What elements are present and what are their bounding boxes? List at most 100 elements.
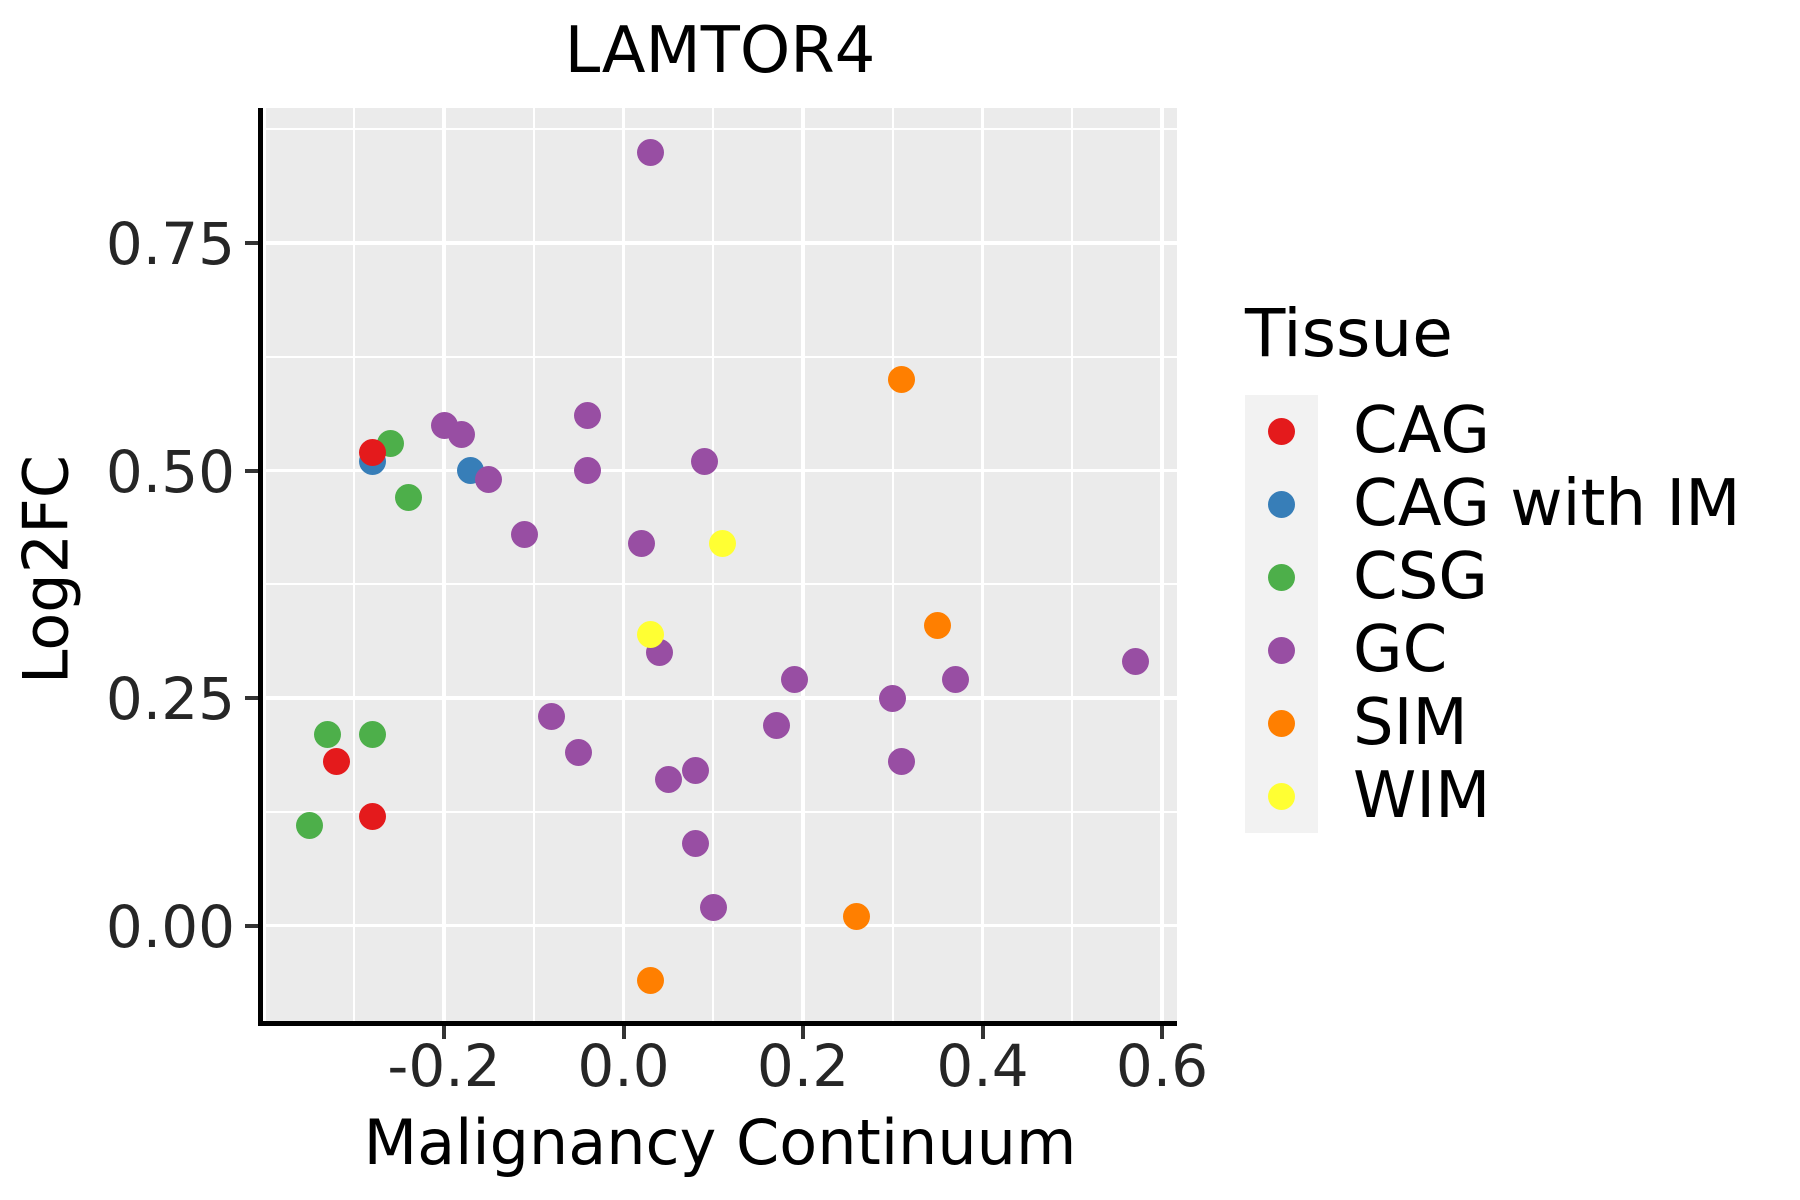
data-point-sim bbox=[843, 902, 871, 930]
x-axis-title: Malignancy Continuum bbox=[363, 1106, 1077, 1179]
y-axis-tick bbox=[245, 923, 258, 928]
data-point-gc bbox=[654, 766, 682, 794]
x-gridline bbox=[891, 108, 894, 1021]
y-gridline bbox=[263, 468, 1177, 473]
legend-entry-gc: GC bbox=[1245, 614, 1741, 687]
data-point-csg bbox=[394, 484, 422, 512]
y-gridline bbox=[263, 810, 1177, 813]
legend-color-dot-icon bbox=[1268, 783, 1295, 810]
legend-color-dot-icon bbox=[1268, 564, 1295, 591]
y-gridline bbox=[263, 241, 1177, 245]
y-gridline bbox=[263, 355, 1177, 358]
data-point-gc bbox=[475, 466, 503, 494]
y-axis-tick bbox=[245, 696, 258, 701]
data-point-cag bbox=[322, 748, 350, 776]
data-point-sim bbox=[924, 611, 952, 639]
legend-color-dot-icon bbox=[1268, 491, 1295, 518]
y-tick-label: 0.00 bbox=[105, 892, 235, 961]
data-point-gc bbox=[448, 420, 476, 448]
x-gridline bbox=[712, 108, 715, 1021]
x-tick-label: 0.0 bbox=[577, 1032, 670, 1100]
legend-entry-sim: SIM bbox=[1245, 687, 1741, 760]
data-point-csg bbox=[313, 720, 341, 748]
x-axis-tick bbox=[442, 1026, 447, 1039]
legend-entry-label: CAG with IM bbox=[1353, 467, 1741, 541]
data-point-cag bbox=[358, 438, 386, 466]
x-gridline bbox=[801, 108, 805, 1021]
data-point-gc bbox=[574, 457, 602, 485]
y-tick-label: 0.25 bbox=[105, 665, 235, 734]
data-point-gc bbox=[681, 830, 709, 858]
legend-entry-label: SIM bbox=[1353, 686, 1468, 760]
data-point-gc bbox=[888, 748, 916, 776]
legend-key-box bbox=[1245, 468, 1318, 541]
x-tick-label: -0.2 bbox=[387, 1032, 501, 1100]
data-point-gc bbox=[565, 739, 593, 767]
legend-key-box bbox=[1245, 395, 1318, 468]
data-point-gc bbox=[627, 529, 655, 557]
data-point-gc bbox=[879, 684, 907, 712]
data-point-gc bbox=[511, 520, 539, 548]
y-gridline bbox=[263, 583, 1177, 586]
data-point-gc bbox=[681, 757, 709, 785]
data-point-gc bbox=[699, 893, 727, 921]
x-gridline bbox=[1071, 108, 1074, 1021]
legend-key-box bbox=[1245, 687, 1318, 760]
data-point-gc bbox=[636, 138, 664, 166]
data-point-gc bbox=[942, 666, 970, 694]
x-axis-line bbox=[258, 1021, 1177, 1026]
legend-rows: CAG CAG with IM CSG GC SIM WIM bbox=[1245, 395, 1741, 833]
y-tick-label: 0.50 bbox=[105, 437, 235, 506]
x-tick-label: 0.2 bbox=[756, 1032, 850, 1100]
y-tick-label: 0.75 bbox=[105, 210, 235, 279]
legend-entry-csg: CSG bbox=[1245, 541, 1741, 614]
x-axis-tick bbox=[621, 1026, 626, 1039]
x-gridline bbox=[1160, 108, 1164, 1021]
y-gridline bbox=[263, 923, 1177, 928]
y-gridline bbox=[263, 128, 1177, 131]
legend-entry-label: GC bbox=[1353, 613, 1448, 687]
legend-key-box bbox=[1245, 541, 1318, 614]
x-tick-label: 0.4 bbox=[936, 1032, 1029, 1100]
x-gridline bbox=[621, 108, 626, 1021]
data-point-sim bbox=[636, 966, 664, 994]
legend-title: Tissue bbox=[1245, 295, 1453, 372]
legend-color-dot-icon bbox=[1268, 418, 1295, 445]
legend-color-dot-icon bbox=[1268, 710, 1295, 737]
legend-entry-cag-with-im: CAG with IM bbox=[1245, 468, 1741, 541]
x-gridline bbox=[442, 108, 446, 1021]
y-gridline bbox=[263, 696, 1177, 700]
x-tick-label: 0.6 bbox=[1115, 1032, 1209, 1100]
legend-entry-label: CSG bbox=[1353, 540, 1488, 614]
data-point-gc bbox=[780, 666, 808, 694]
data-point-gc bbox=[690, 447, 718, 475]
x-axis-tick bbox=[1160, 1026, 1164, 1039]
data-point-gc bbox=[762, 711, 790, 739]
legend-entry-cag: CAG bbox=[1245, 395, 1741, 468]
x-axis-tick bbox=[980, 1026, 985, 1039]
x-axis-tick bbox=[801, 1026, 806, 1039]
x-gridline bbox=[262, 108, 267, 1021]
y-axis-tick bbox=[245, 241, 258, 246]
legend-entry-label: WIM bbox=[1353, 759, 1491, 833]
data-point-gc bbox=[538, 702, 566, 730]
data-point-wim bbox=[636, 620, 664, 648]
y-axis-tick bbox=[245, 468, 258, 473]
x-gridline bbox=[980, 108, 985, 1021]
legend-color-dot-icon bbox=[1268, 637, 1295, 664]
legend-entry-wim: WIM bbox=[1245, 760, 1741, 833]
plot-title: LAMTOR4 bbox=[564, 14, 876, 88]
data-point-wim bbox=[708, 529, 736, 557]
plot-panel bbox=[262, 108, 1177, 1021]
data-point-gc bbox=[574, 402, 602, 430]
legend-entry-label: CAG bbox=[1353, 394, 1490, 468]
x-gridline bbox=[532, 108, 535, 1021]
data-point-csg bbox=[358, 720, 386, 748]
x-gridline bbox=[353, 108, 356, 1021]
data-point-cag bbox=[358, 802, 386, 830]
y-axis-title: Log2FC bbox=[9, 454, 83, 685]
data-point-sim bbox=[888, 366, 916, 394]
data-point-gc bbox=[1121, 648, 1149, 676]
data-point-csg bbox=[295, 811, 323, 839]
